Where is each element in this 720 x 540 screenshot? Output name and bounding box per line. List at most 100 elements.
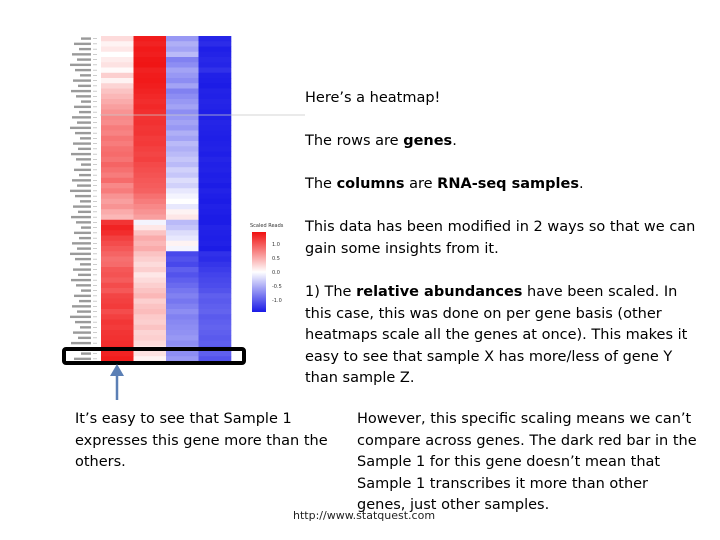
heatmap-cell (166, 298, 199, 305)
heatmap-cell (101, 246, 134, 252)
row-label-glyph (79, 299, 91, 303)
heatmap-cell (198, 130, 232, 137)
heatmap-cell (166, 67, 199, 74)
heatmap-cell (101, 204, 134, 210)
heatmap-cell (198, 125, 232, 131)
heatmap-cell (198, 99, 232, 105)
row-label-glyph (76, 221, 91, 224)
heatmap-cell (166, 51, 199, 58)
heatmap-cell (101, 319, 134, 326)
heatmap-cell (101, 251, 134, 257)
row-label-glyph (71, 215, 91, 219)
heatmap-cell (133, 146, 167, 152)
heatmap-cell (198, 251, 232, 257)
legend-tick: 1.0 (272, 242, 280, 248)
row-label-glyph (80, 137, 91, 140)
heatmap-cell (198, 225, 232, 231)
heatmap-cell (166, 356, 199, 362)
row-label-glyph (76, 158, 91, 161)
left-note: It’s easy to see that Sample 1 expresses… (75, 411, 328, 470)
heatmap-cell (101, 120, 134, 126)
heatmap-cell (198, 104, 232, 110)
heatmap-cell (198, 141, 232, 147)
heatmap-cell (101, 335, 134, 341)
intro-heading: Here’s a heatmap! (305, 90, 441, 106)
heatmap-cell (101, 261, 134, 268)
heatmap-cell (198, 183, 232, 189)
heatmap-cell (198, 51, 232, 58)
heatmap-cell (101, 156, 134, 163)
heatmap-cell (133, 293, 167, 299)
row-label-glyph (74, 105, 91, 109)
heatmap-cell (166, 235, 199, 242)
heatmap-cell (166, 324, 199, 331)
heatmap-cell (101, 303, 134, 310)
heatmap-cell (198, 41, 232, 47)
heatmap-cell (166, 114, 199, 121)
row-label-glyph (72, 242, 91, 245)
heatmap-cell (101, 114, 134, 121)
heatmap-cell (133, 135, 167, 142)
heatmap-cell (101, 62, 134, 68)
heatmap-cell (133, 267, 167, 273)
heatmap-cell (198, 298, 232, 305)
heatmap-cell (101, 41, 134, 47)
heatmap-cell (133, 51, 167, 58)
heatmap-cell (198, 172, 232, 179)
heatmap-cell (166, 151, 199, 158)
row-label-glyph (71, 341, 91, 345)
row-label-glyph (78, 210, 91, 214)
heatmap-cell (198, 293, 232, 299)
heatmap-cell (101, 172, 134, 179)
scaled-note: 1) The relative abundances have been sca… (305, 284, 688, 386)
row-label-glyph (73, 268, 91, 271)
row-label-glyph (81, 37, 91, 40)
heatmap-cell (133, 219, 167, 226)
row-label-glyph (75, 320, 91, 324)
heatmap-cell (133, 125, 167, 131)
heatmap-cell (133, 172, 167, 179)
heatmap-cell (133, 235, 167, 242)
heatmap-cell (198, 267, 232, 273)
row-label-glyph (72, 305, 91, 308)
heatmap-cell (198, 214, 232, 221)
heatmap-cell (198, 193, 232, 200)
heatmap-cell (101, 57, 134, 63)
heatmap-cell (166, 146, 199, 152)
heatmap-cell (101, 51, 134, 58)
heatmap-cell (101, 125, 134, 131)
heatmap-cell (133, 141, 167, 147)
heatmap-cell (198, 67, 232, 74)
heatmap-cell (198, 93, 232, 100)
heatmap-cell (133, 214, 167, 221)
heatmap-cell (198, 356, 232, 362)
heatmap-cell (166, 156, 199, 163)
heatmap-cell (133, 41, 167, 47)
heatmap-cell (133, 67, 167, 74)
heatmap-cell (198, 351, 232, 357)
heatmap-cell (166, 99, 199, 105)
heatmap-cell (166, 293, 199, 299)
row-label-glyph (76, 284, 91, 287)
heatmap-cell (198, 230, 232, 236)
heatmap-cell (198, 62, 232, 68)
heatmap-cell (166, 88, 199, 95)
heatmap-cell (101, 256, 134, 263)
heatmap-cell (101, 146, 134, 152)
row-label-glyph (80, 326, 91, 329)
heatmap-cell (198, 156, 232, 163)
heatmap-cell (166, 130, 199, 137)
heatmap-cell (166, 62, 199, 68)
heatmap-cell (133, 209, 167, 215)
row-label-glyph (80, 263, 91, 266)
legend-tick: 0.5 (272, 256, 280, 262)
heatmap-cell (133, 62, 167, 68)
heatmap-cell (166, 57, 199, 63)
heatmap-cell (101, 351, 134, 357)
heatmap-cell (166, 78, 199, 84)
heatmap-cell (101, 277, 134, 284)
heatmap-cell (133, 335, 167, 341)
row-label-glyph (81, 226, 91, 229)
heatmap-cell (101, 93, 134, 100)
heatmap-cell (166, 351, 199, 357)
